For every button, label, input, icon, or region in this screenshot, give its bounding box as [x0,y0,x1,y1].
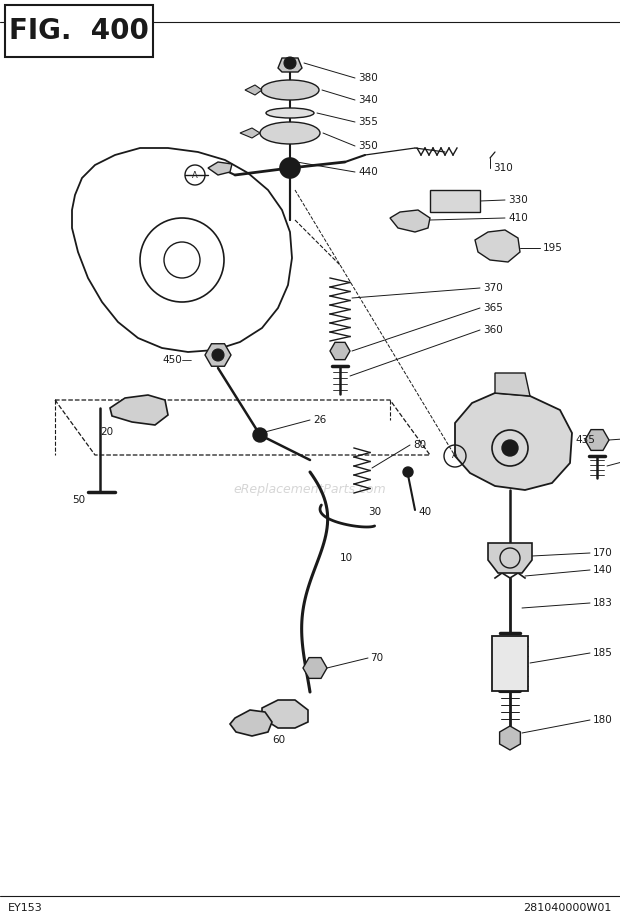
FancyBboxPatch shape [5,5,153,57]
Polygon shape [488,543,532,573]
Polygon shape [495,373,530,396]
Text: EY153: EY153 [8,903,43,913]
Text: 10: 10 [340,553,353,563]
Text: 410: 410 [508,213,528,223]
FancyBboxPatch shape [430,190,480,212]
Text: 450—: 450— [162,355,192,365]
Text: 370: 370 [483,283,503,293]
Text: 40: 40 [418,507,431,517]
Polygon shape [475,230,520,262]
Circle shape [502,440,518,456]
Circle shape [253,428,267,442]
Polygon shape [278,58,302,72]
Circle shape [284,57,296,69]
Polygon shape [262,700,308,728]
Text: 170: 170 [593,548,613,558]
FancyBboxPatch shape [492,636,528,691]
Ellipse shape [261,80,319,100]
Text: 80: 80 [413,440,426,450]
Polygon shape [208,162,232,175]
Text: 180: 180 [593,715,613,725]
Polygon shape [455,393,572,490]
Text: 435: 435 [575,435,595,445]
Circle shape [403,467,413,477]
Text: 360: 360 [483,325,503,335]
Polygon shape [230,710,272,736]
Text: eReplacementParts.com: eReplacementParts.com [234,484,386,497]
Text: 330: 330 [508,195,528,205]
Text: 310: 310 [493,163,513,173]
Text: 281040000W01: 281040000W01 [524,903,612,913]
Text: 365: 365 [483,303,503,313]
Text: 30: 30 [368,507,381,517]
Text: 340: 340 [358,95,378,105]
Text: 140: 140 [593,565,613,575]
Text: 355: 355 [358,117,378,127]
Text: 50: 50 [72,495,85,505]
Text: 440: 440 [358,167,378,177]
Text: 380: 380 [358,73,378,83]
Text: A: A [452,452,458,461]
Polygon shape [245,85,262,95]
Circle shape [280,158,300,178]
Text: FIG.  400: FIG. 400 [9,17,149,45]
Text: 185: 185 [593,648,613,658]
Polygon shape [110,395,168,425]
Text: 20: 20 [100,427,113,437]
Text: 26: 26 [313,415,326,425]
Text: 195: 195 [543,243,563,253]
Polygon shape [390,210,430,232]
Ellipse shape [266,108,314,118]
Polygon shape [240,128,260,138]
Text: 70: 70 [370,653,383,663]
Text: 183: 183 [593,598,613,608]
Circle shape [212,349,224,361]
Text: 350: 350 [358,141,378,151]
Text: 60: 60 [272,735,285,745]
Ellipse shape [260,122,320,144]
Text: A: A [192,171,198,180]
